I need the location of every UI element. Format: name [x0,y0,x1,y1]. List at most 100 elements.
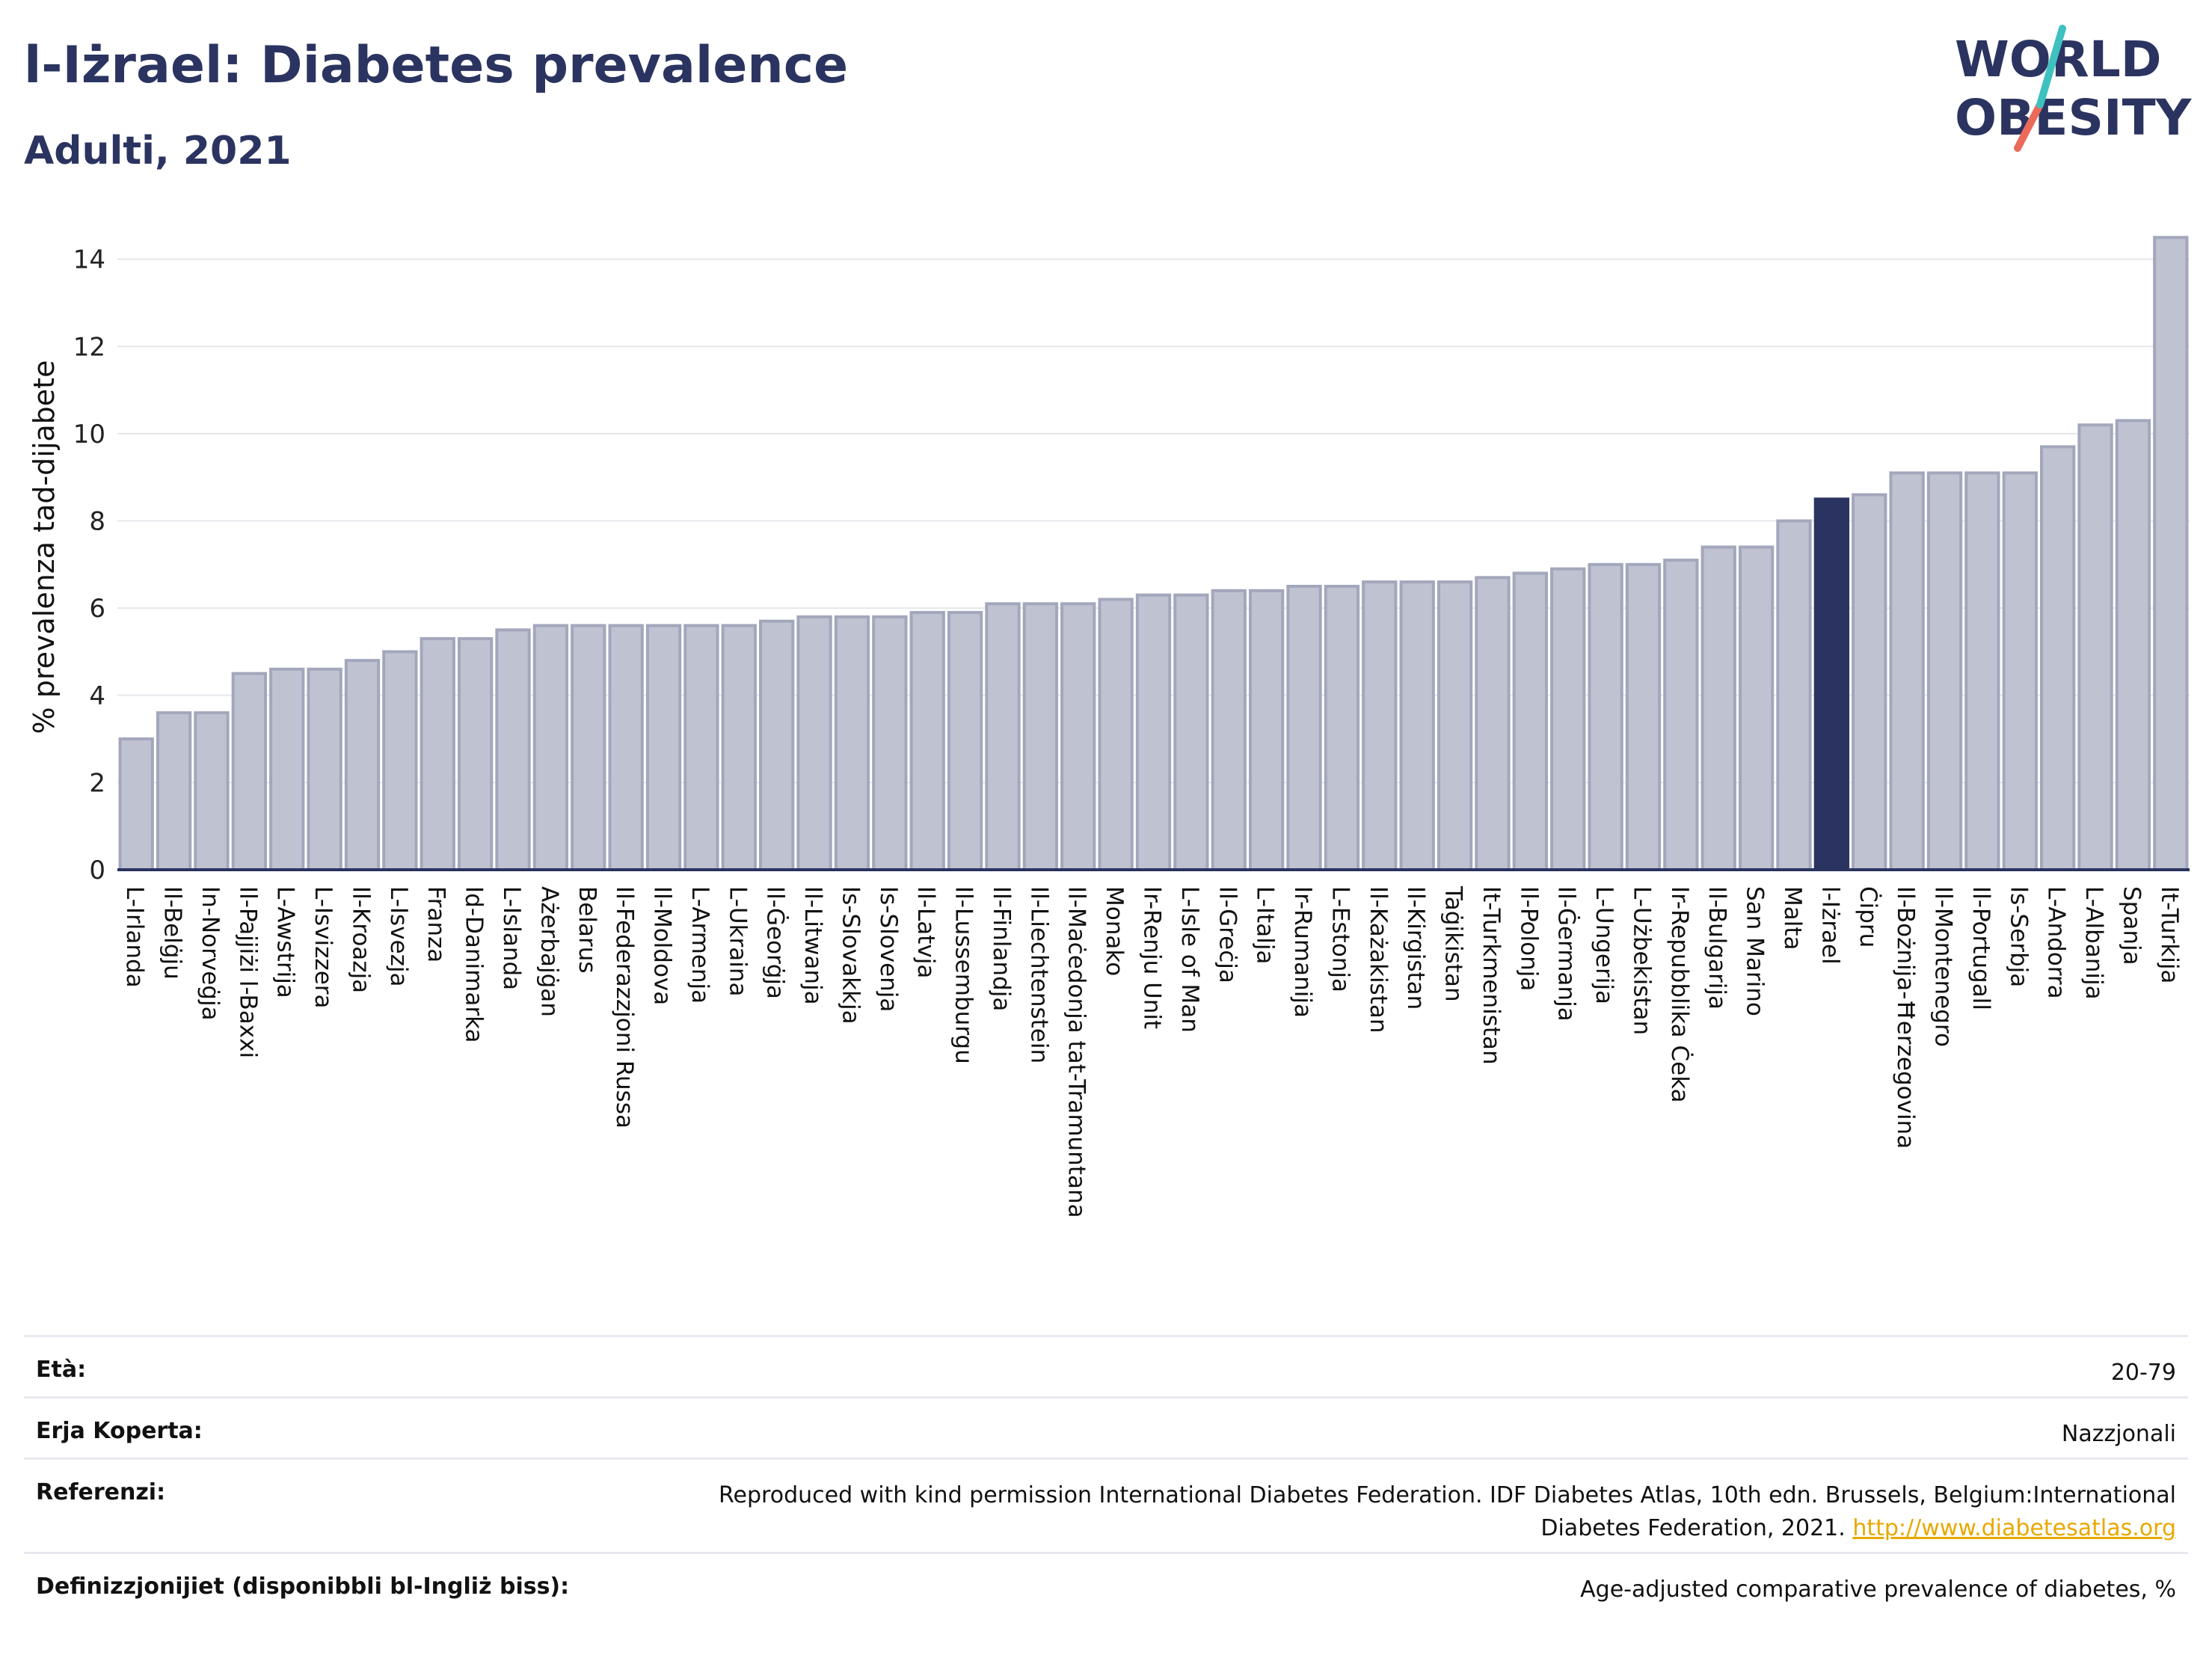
bar-L-Islanda[interactable] [495,628,531,871]
page-title: l-Iżrael: Diabetes prevalence [24,36,849,95]
bar-Il-Portugall[interactable] [1964,471,2000,871]
reference-text-line2: Diabetes Federation, 2021. http://www.di… [719,1512,2176,1545]
bar-L-Użbekistan[interactable] [1625,562,1662,872]
bar-Malta[interactable] [1776,519,1812,871]
info-label: Erja Koperta: [36,1418,203,1444]
bar-Il-Lussemburgu[interactable] [947,610,983,871]
y-tick-label: 2 [89,768,105,798]
bar-L-Isle of Man[interactable] [1173,593,1209,871]
x-tick-label: L-Isle of Man [1176,886,1203,1033]
bar-Il-Moldova[interactable] [645,624,682,871]
bar-L-Irlanda[interactable] [118,737,154,871]
bar-L-Isvezja[interactable] [382,650,418,871]
bar-Il-Montenegro[interactable] [1926,471,1963,871]
y-tick-label: 12 [73,332,105,362]
x-tick-label: L-Użbekistan [1628,886,1655,1035]
bar-L-Albanija[interactable] [2077,423,2113,871]
bar-Id-Danimarka[interactable] [457,636,494,871]
x-tick-label: Il-Federazzjoni Russa [611,886,638,1129]
bar-Ir-Rumanija[interactable] [1286,584,1322,871]
x-tick-label: Id-Danimarka [461,886,488,1043]
x-tick-label: Il-Ġermanja [1553,886,1581,1022]
x-tick-label: Il-Finlandja [988,886,1015,1011]
bar-L-Armenja[interactable] [683,624,719,871]
bar-l-Iżrael[interactable] [1813,497,1850,871]
bar-Spanja[interactable] [2115,419,2151,871]
bar-Il-Finlandja[interactable] [985,602,1021,872]
bar-Il-Kirgistan[interactable] [1399,580,1435,871]
x-tick-label: L-Islanda [498,886,525,990]
x-tick-label: Franza [423,886,449,962]
bar-Ir-Repubblika Ċeka[interactable] [1663,558,1699,871]
bar-Il-Greċja[interactable] [1211,589,1247,871]
bar-Is-Serbja[interactable] [2002,471,2038,871]
bar-Il-Ġermanja[interactable] [1550,567,1586,871]
x-tick-label: Il-Liechtenstein [1025,886,1052,1063]
bar-L-Ungerija[interactable] [1588,562,1623,872]
info-row-area: Erja Koperta: Nazzjonali [24,1396,2188,1447]
bar-Taġikistan[interactable] [1437,580,1473,871]
bar-Is-Slovenja[interactable] [872,615,908,871]
bar-Monako[interactable] [1098,598,1134,871]
bar-Il-Latvja[interactable] [909,610,945,871]
x-tick-label: Il-Każakistan [1365,886,1392,1034]
bar-In-Norveġja[interactable] [194,711,230,871]
bar-Belarus[interactable] [571,624,606,871]
bar-Il-Maċedonja tat-Tramuntana[interactable] [1060,602,1096,872]
world-obesity-logo: WORLD OBESITY [1955,25,2193,152]
x-tick-label: L-Awstrija [272,886,299,998]
bar-L-Andorra[interactable] [2039,445,2076,871]
bar-San Marino[interactable] [1738,545,1775,871]
bar-Ażerbajġan[interactable] [532,624,569,871]
x-tick-label: Is-Slovakkja [837,886,864,1025]
x-tick-label: Ċipru [1855,886,1882,948]
bar-L-Estonja[interactable] [1324,584,1360,871]
bar-It-Turkija[interactable] [2153,236,2189,872]
info-row-references: Referenzi: Reproduced with kind permissi… [24,1458,2188,1541]
info-label: Definizzjonijiet (disponibbli bl-Ingliż … [36,1573,570,1600]
bar-Il-Liechtenstein[interactable] [1022,602,1059,872]
bar-Il-Federazzjoni Russa[interactable] [608,624,644,871]
reference-text-line1: Reproduced with kind permission Internat… [719,1482,2176,1508]
x-tick-label: L-Albanija [2080,886,2107,1000]
x-tick-label: Il-Polonja [1515,886,1542,991]
bar-Ċipru[interactable] [1852,493,1887,871]
x-tick-label: Spanja [2118,886,2145,965]
bar-Il-Belġju[interactable] [156,711,192,871]
bar-Is-Slovakkja[interactable] [834,615,870,871]
x-tick-label: Ir-Renju Unit [1139,886,1166,1029]
bar-Il-Bożnija-Ħerzegovina[interactable] [1889,471,1925,871]
x-tick-label: Il-Belġju [159,886,186,980]
bar-Ir-Renju Unit[interactable] [1135,593,1172,871]
bar-L-Isvizzera[interactable] [307,667,342,871]
bar-It-Turkmenistan[interactable] [1475,576,1511,871]
x-tick-label: It-Turkija [2156,886,2183,983]
bar-Il-Ġeorġja[interactable] [759,619,795,871]
bar-Il-Kroazja[interactable] [344,659,381,871]
x-tick-label: Il-Ġeorġja [762,886,790,999]
x-tick-label: Ir-Repubblika Ċeka [1666,886,1694,1103]
bar-L-Ukraina[interactable] [721,624,757,871]
bar-Franza[interactable] [420,636,455,871]
bar-Il-Bulgarija[interactable] [1701,545,1736,871]
x-tick-label: In-Norveġja [197,886,224,1021]
bar-L-Awstrija[interactable] [269,667,305,871]
bar-L-Italja[interactable] [1248,589,1285,871]
x-tick-label: Belarus [574,886,600,974]
x-tick-label: Monako [1101,886,1128,976]
x-tick-label: Il-Portugall [1967,886,1994,1010]
y-tick-label: 4 [89,681,105,711]
x-tick-label: L-Andorra [2043,886,2070,999]
x-tick-label: Malta [1779,886,1806,951]
x-tick-label: Il-Litwanja [799,886,826,1005]
bar-Il-Każakistan[interactable] [1362,580,1398,871]
bar-Il-Litwanja[interactable] [796,615,832,871]
info-value: 20-79 [2110,1360,2176,1386]
info-value: Age-adjusted comparative prevalence of d… [1580,1576,2176,1603]
reference-link[interactable]: http://www.diabetesatlas.org [1852,1515,2176,1541]
bar-Il-Pajjiżi l-Baxxi[interactable] [231,672,268,872]
bar-Il-Polonja[interactable] [1512,571,1548,872]
info-row-age: Età: 20-79 [24,1335,2188,1386]
logo-slash-teal [2036,25,2066,108]
x-tick-label: Il-Kirgistan [1402,886,1429,1010]
